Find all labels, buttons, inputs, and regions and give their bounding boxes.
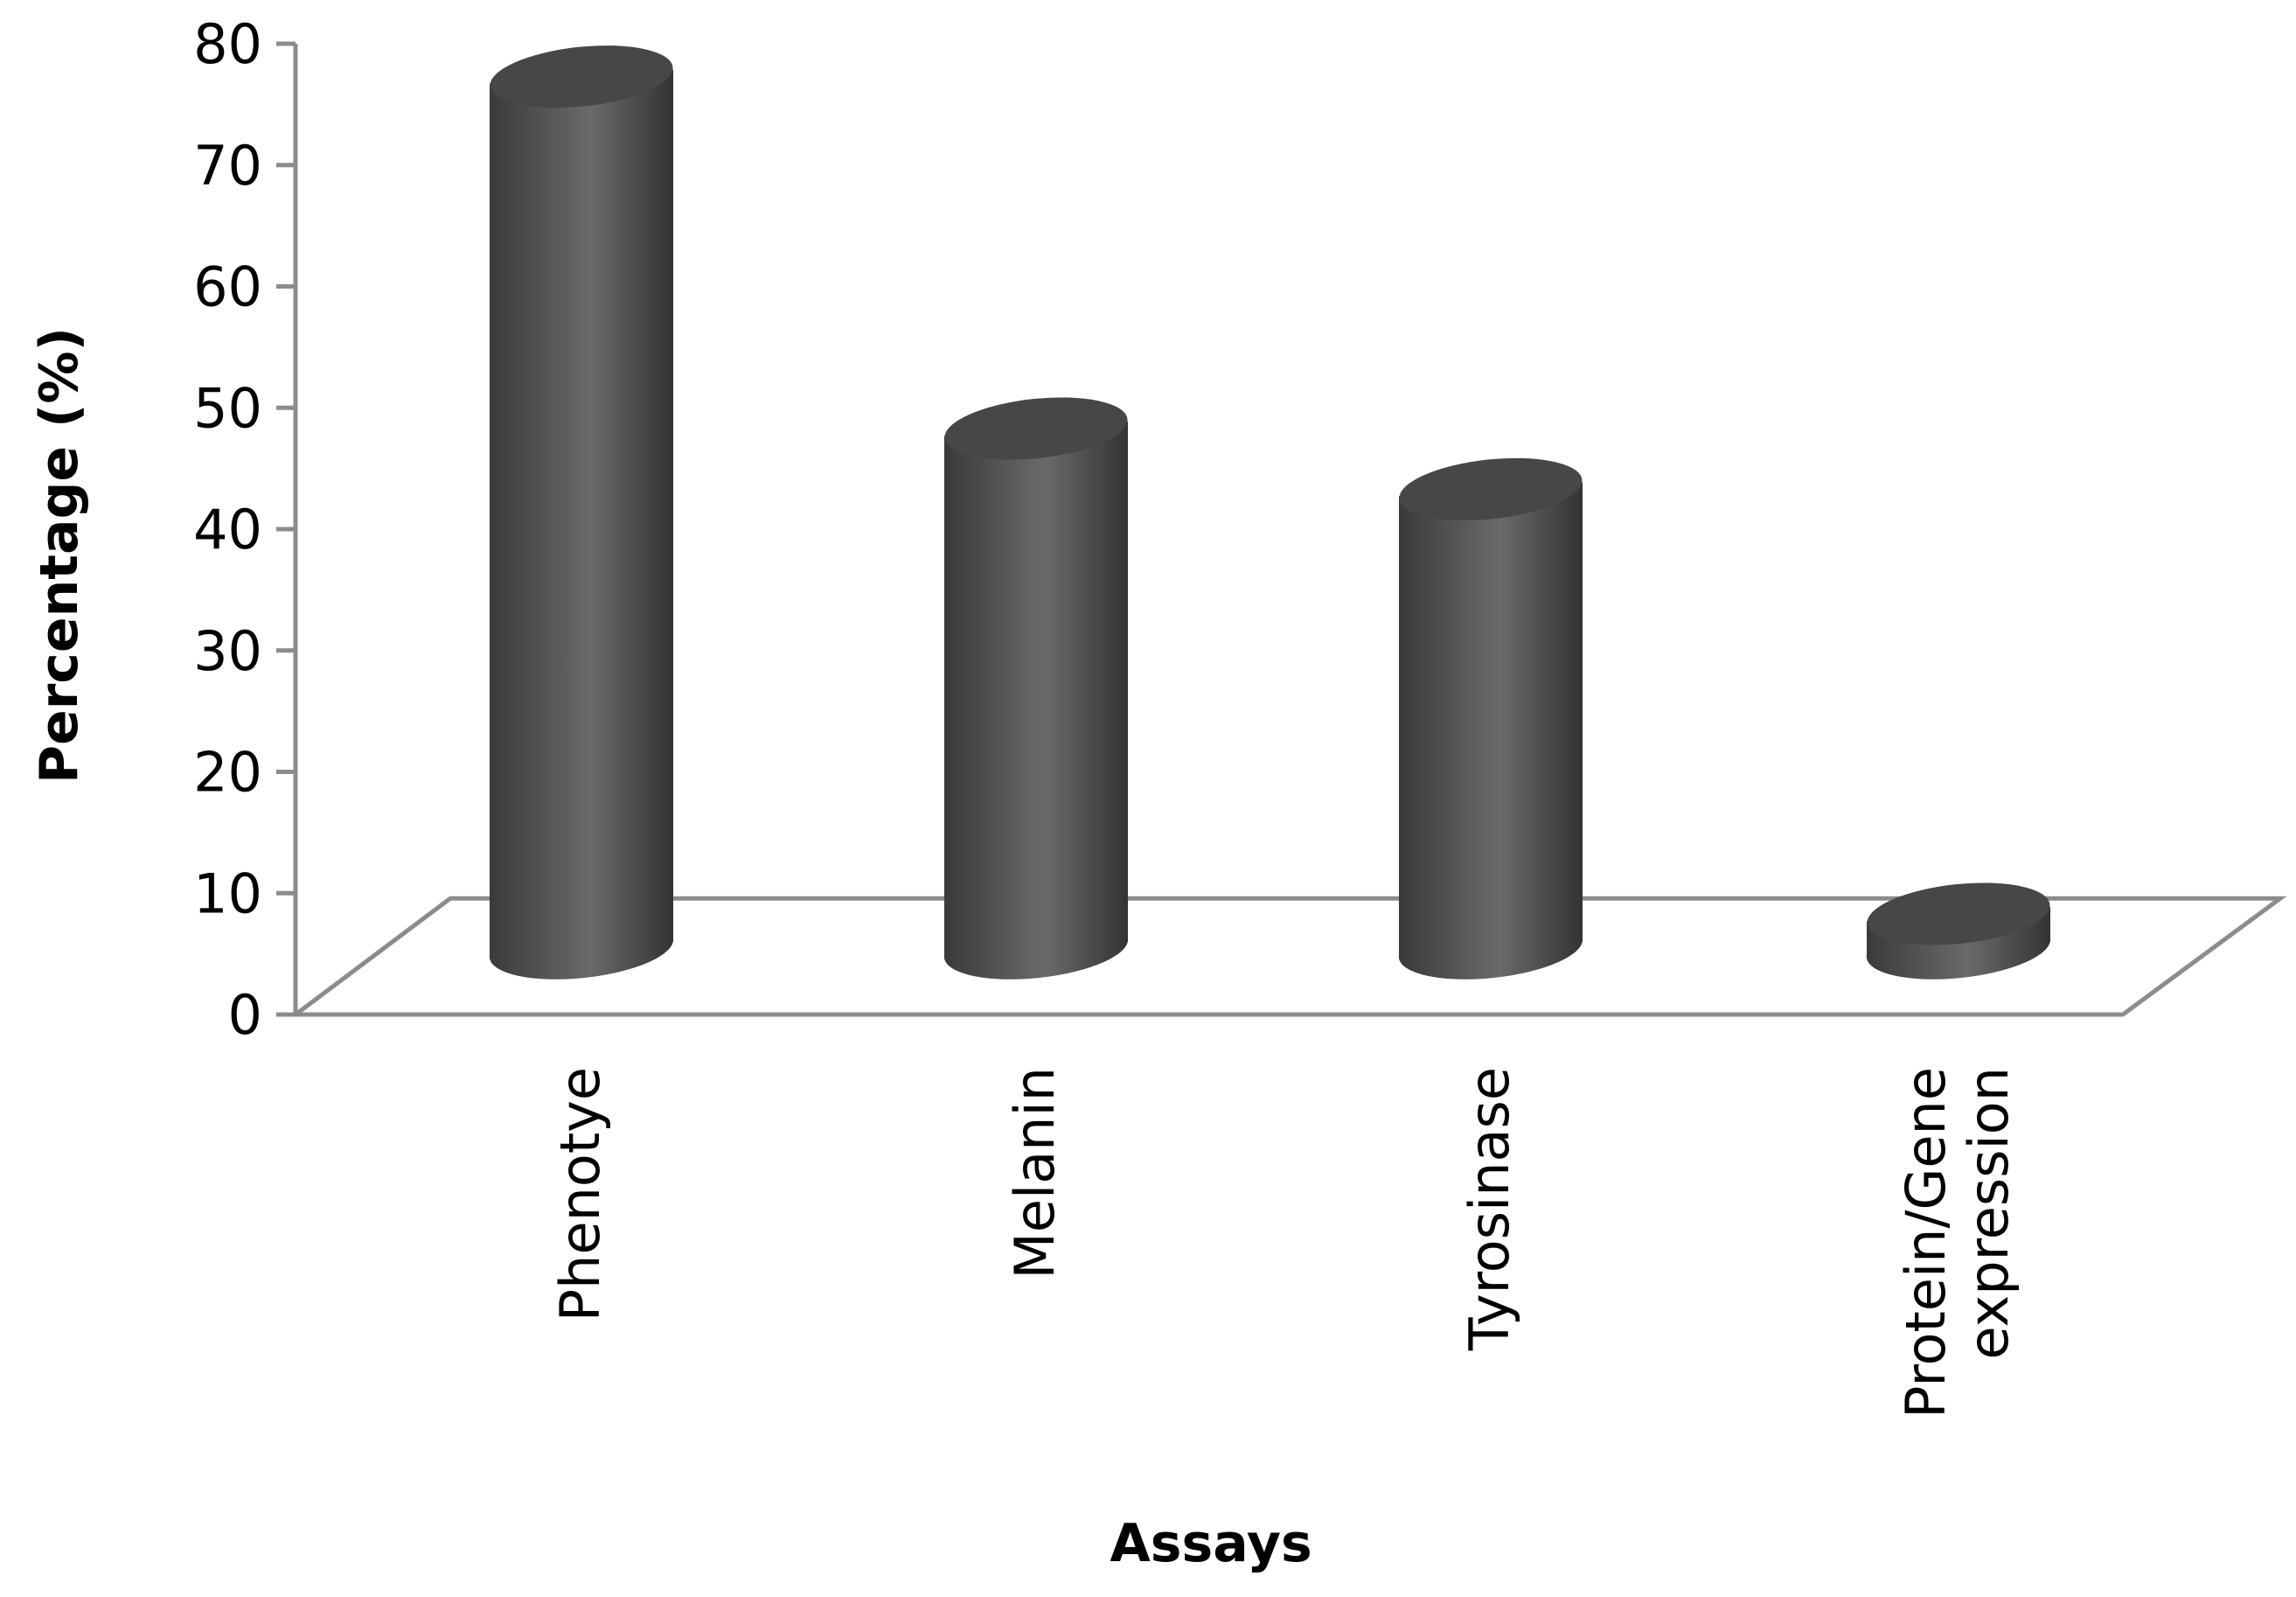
bar-1 [489, 45, 673, 980]
bar-top [1399, 457, 1583, 520]
bar-top [490, 45, 673, 108]
y-tick-label: 80 [193, 12, 262, 76]
bars [489, 45, 2050, 980]
x-tick-label: expression [1957, 1067, 2021, 1359]
bar-2 [943, 397, 1128, 980]
y-axis-title: Percentage (%) [29, 327, 90, 784]
bar-top [944, 397, 1128, 460]
axes [276, 41, 2287, 1017]
bar-top [1867, 882, 2050, 945]
y-tick-label: 60 [193, 255, 262, 319]
x-tick-label: Melanin [1003, 1067, 1067, 1280]
y-tick-label: 30 [193, 619, 262, 683]
x-tick-label: Protein/Gene [1894, 1067, 1958, 1419]
y-tick-label: 20 [193, 741, 262, 805]
x-tick-label: Phenotye [548, 1067, 612, 1322]
y-tick-label: 70 [193, 134, 262, 198]
y-tick-label: 0 [228, 983, 262, 1047]
x-axis-title: Assays [1110, 1513, 1312, 1574]
bar-body [1398, 482, 1583, 980]
y-tick-label: 50 [193, 376, 262, 440]
y-tick-label: 40 [193, 498, 262, 561]
floor-plane [289, 896, 2287, 1017]
bar-4 [1866, 882, 2050, 980]
bar-body [943, 422, 1128, 980]
bar-body [489, 69, 673, 980]
labels: 0 10 20 30 40 50 60 70 80 Phenotye Melanin Tyrosina… [29, 12, 2021, 1574]
y-tick-label: 10 [193, 861, 262, 925]
bar-3 [1398, 457, 1583, 980]
x-tick-label: Tyrosinase [1458, 1067, 1521, 1351]
